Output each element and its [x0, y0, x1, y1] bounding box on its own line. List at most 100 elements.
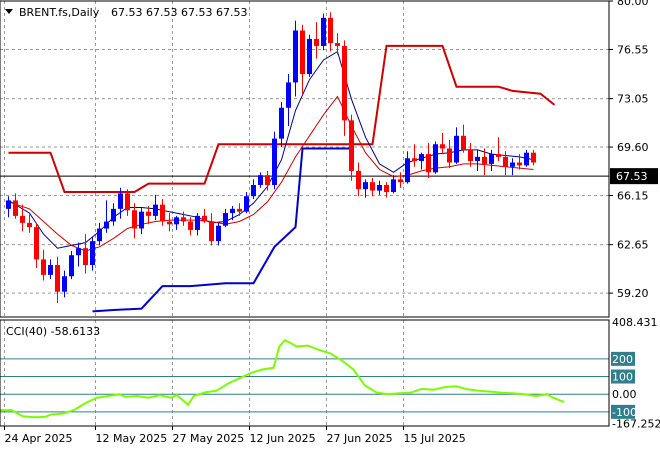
cci-title: CCI(40) -58.6133: [6, 325, 100, 338]
candle-body: [209, 221, 214, 242]
candle-body: [328, 17, 333, 44]
cci-panel-border: [0, 319, 610, 427]
cci-tick-label: 0.00: [612, 388, 637, 401]
candle-body: [97, 228, 102, 242]
candle-body: [461, 135, 466, 150]
candle-body: [62, 276, 67, 292]
candle-body: [125, 193, 130, 211]
y-tick-label: 66.15: [617, 190, 649, 203]
candle-body: [307, 38, 312, 75]
cci-level-badge: [611, 351, 635, 366]
candle-body: [433, 144, 438, 173]
candle-body: [363, 182, 368, 190]
candle-body: [41, 259, 46, 275]
cci-layer: [0, 339, 609, 419]
frame-layer: [0, 0, 610, 427]
candle-body: [230, 208, 235, 214]
cci-tick-label: -167.252: [612, 418, 660, 431]
last-price-badge: 67.53: [610, 168, 658, 185]
candle-body: [181, 217, 186, 222]
grid-layer: [0, 1, 609, 426]
cci-tick-label: 408.431: [612, 316, 658, 329]
candle-body: [146, 211, 151, 216]
candle-body: [321, 17, 326, 46]
candle-body: [69, 255, 74, 277]
candle-body: [349, 120, 354, 171]
candle-body: [237, 208, 242, 212]
candle-body: [167, 221, 172, 225]
y-tick-label: 76.55: [617, 43, 649, 56]
candle-body: [412, 158, 417, 162]
main-chart-title: BRENT.fs,Daily: [19, 6, 100, 19]
cci-tick-label: -100: [612, 406, 637, 419]
x-tick-label: 15 Jul 2025: [404, 432, 466, 445]
candle-body: [13, 200, 18, 216]
candle-body: [447, 148, 452, 163]
indicator-line-0: [8, 44, 556, 193]
candle-body: [83, 248, 88, 266]
candle-body: [90, 241, 95, 266]
ohlc-header: 67.53 67.53 67.53 67.53: [111, 6, 247, 19]
candle-body: [251, 184, 256, 197]
candle-body: [356, 170, 361, 190]
candle-body: [398, 179, 403, 183]
candle-body: [153, 204, 158, 216]
candle-body: [300, 30, 305, 75]
candle-body: [139, 211, 144, 229]
y-tick-label: 80.00: [617, 0, 649, 8]
main-header: BRENT.fs,Daily 67.53 67.53 67.53 67.53: [5, 6, 247, 19]
candle-body: [468, 149, 473, 162]
candle-body: [377, 184, 382, 191]
candle-body: [391, 179, 396, 193]
cci-level-badge: [611, 369, 635, 384]
candle-body: [286, 82, 291, 108]
candle-body: [258, 175, 263, 185]
x-tick-label: 12 Jun 2025: [250, 432, 316, 445]
candle-body: [76, 248, 81, 256]
candle-body: [489, 154, 494, 164]
candle-body: [335, 43, 340, 46]
candle-body: [440, 144, 445, 149]
candle-body: [279, 107, 284, 139]
candle-body: [370, 182, 375, 191]
candle-body: [496, 154, 501, 157]
candle-body: [160, 204, 165, 222]
last-price-box: [610, 168, 658, 185]
candle-body: [55, 265, 60, 292]
x-tick-label: 27 Jun 2025: [327, 432, 393, 445]
candle-body: [244, 196, 249, 212]
candle-body: [202, 215, 207, 222]
candle-body: [195, 215, 200, 230]
x-tick-label: 12 May 2025: [96, 432, 168, 445]
candle-body: [293, 30, 298, 83]
candle-body: [531, 152, 536, 163]
candle-body: [503, 156, 508, 167]
cci-line: [0, 339, 565, 419]
candle-body: [174, 217, 179, 225]
candle-body: [34, 227, 39, 260]
candle-body: [6, 200, 11, 209]
cci-tick-label: 200: [612, 353, 633, 366]
candle-body: [482, 156, 487, 164]
candle-body: [188, 221, 193, 230]
candle-body: [223, 213, 228, 226]
x-tick-label: 27 May 2025: [173, 432, 245, 445]
indicator-line-1: [92, 147, 352, 313]
candle-body: [517, 162, 522, 166]
candle-body: [118, 193, 123, 209]
candles-layer: [6, 12, 536, 303]
candle-body: [104, 221, 109, 229]
indicator-line-3: [8, 95, 534, 252]
collapse-triangle-icon[interactable]: [5, 9, 13, 14]
candle-body: [419, 154, 424, 162]
candle-body: [510, 162, 515, 167]
candle-body: [132, 210, 137, 229]
candle-body: [314, 38, 319, 46]
y-tick-label: 59.20: [617, 287, 649, 300]
y-tick-label: 73.05: [617, 93, 649, 106]
axis-layer: 80.00 76.55 73.05 69.60 66.15 62.65 59.20 24 Ap…: [4, 0, 660, 445]
candle-body: [272, 138, 277, 185]
candle-body: [20, 215, 25, 223]
